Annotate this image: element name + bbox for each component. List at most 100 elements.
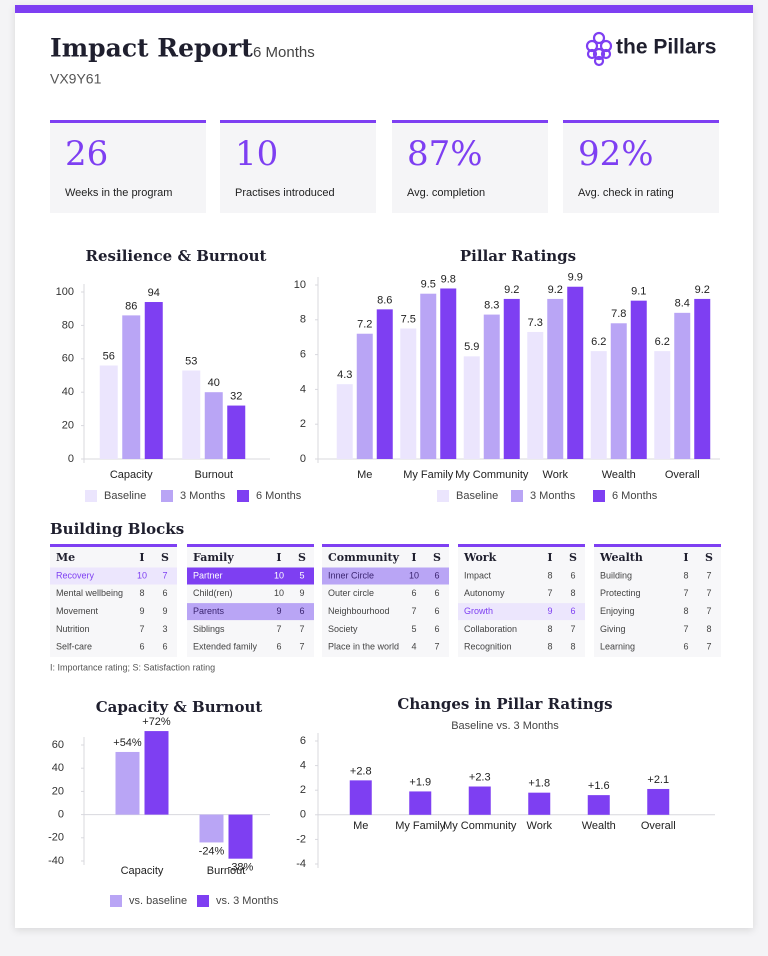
legend-label: Baseline	[104, 490, 146, 502]
table-cell: 7	[706, 570, 711, 580]
y-tick-label: 2	[300, 418, 306, 430]
bar	[376, 309, 393, 459]
x-tick-label: Me	[357, 469, 372, 481]
table-cell: Impact	[464, 570, 492, 580]
bar	[420, 293, 437, 459]
table-cell: 7	[434, 642, 439, 652]
data-label: 56	[103, 350, 115, 362]
bar	[409, 791, 432, 815]
y-tick-label: -2	[296, 833, 306, 845]
y-tick-label: 10	[294, 279, 306, 291]
legend-swatch	[197, 895, 209, 907]
table-cell: Society	[328, 624, 358, 634]
report-title: Impact Report	[50, 34, 253, 63]
table-cell: 6	[276, 642, 281, 652]
legend-label: vs. baseline	[129, 895, 187, 907]
bar	[400, 328, 417, 459]
table-cell: Inner Circle	[328, 570, 374, 580]
chart-title: Resilience & Burnout	[86, 247, 267, 265]
table-cell: 6	[434, 624, 439, 634]
table-header: I	[547, 551, 552, 564]
table-cell: 8	[706, 624, 711, 634]
y-tick-label: 60	[52, 739, 64, 751]
table-cell: 9	[276, 606, 281, 616]
x-tick-label: Me	[353, 820, 368, 832]
data-label: 6.2	[655, 336, 670, 348]
bar	[647, 788, 670, 815]
bar	[590, 351, 607, 459]
data-label: 9.8	[441, 273, 456, 285]
table-cell: 6	[162, 642, 167, 652]
logo-text: the Pillars	[616, 36, 716, 59]
table-cell: 7	[139, 624, 144, 634]
report-period: 6 Months	[253, 44, 315, 61]
table-bg	[594, 547, 721, 657]
table-cell: 7	[706, 588, 711, 598]
data-label: 9.2	[695, 284, 710, 296]
row-highlight	[322, 567, 449, 585]
data-label: 4.3	[337, 369, 352, 381]
table-cell: Collaboration	[464, 624, 517, 634]
legend-label: Baseline	[456, 490, 498, 502]
y-tick-label: 80	[62, 319, 74, 331]
table-accent	[458, 544, 585, 547]
table-cell: 3	[162, 624, 167, 634]
table-cell: 6	[683, 642, 688, 652]
y-tick-label: 4	[300, 760, 306, 772]
table-cell: 6	[299, 606, 304, 616]
y-tick-label: 40	[62, 386, 74, 398]
y-tick-label: 6	[300, 735, 306, 747]
y-tick-label: 20	[52, 785, 64, 797]
x-tick-label: Burnout	[194, 469, 233, 481]
table-cell: 5	[299, 570, 304, 580]
y-tick-label: 20	[62, 420, 74, 432]
table-header: S	[569, 551, 577, 564]
x-tick-label: Wealth	[582, 820, 616, 832]
table-cell: 9	[139, 606, 144, 616]
x-tick-label: Work	[543, 469, 569, 481]
table-cell: 6	[434, 570, 439, 580]
bar	[547, 298, 564, 459]
y-tick-label: 100	[56, 286, 74, 298]
table-cell: 7	[706, 606, 711, 616]
table-cell: 8	[547, 624, 552, 634]
table-cell: 7	[706, 642, 711, 652]
bar	[115, 751, 140, 815]
table-cell: Learning	[600, 642, 635, 652]
data-label: +1.9	[409, 776, 431, 788]
data-label: 86	[125, 300, 137, 312]
table-accent	[187, 544, 314, 547]
data-label: 7.8	[611, 308, 626, 320]
legend-swatch	[511, 490, 523, 502]
table-cell: 7	[276, 624, 281, 634]
table-accent	[322, 544, 449, 547]
data-label: +1.6	[588, 780, 610, 792]
table-cell: Protecting	[600, 588, 641, 598]
bar	[528, 792, 551, 815]
legend-label: 3 Months	[180, 490, 226, 502]
table-header: Me	[56, 551, 75, 564]
row-highlight	[50, 567, 177, 585]
data-label: 5.9	[464, 341, 479, 353]
y-tick-label: 4	[300, 383, 306, 395]
legend-label: 6 Months	[612, 490, 658, 502]
data-label: +54%	[113, 737, 142, 749]
kpi-label: Practises introduced	[235, 187, 335, 199]
bar	[122, 315, 141, 459]
data-label: 94	[148, 287, 160, 299]
data-label: +2.8	[350, 765, 372, 777]
data-label: 6.2	[591, 336, 606, 348]
table-cell: 8	[570, 588, 575, 598]
bar	[463, 356, 480, 459]
y-tick-label: 60	[62, 353, 74, 365]
x-tick-label: Burnout	[207, 865, 246, 877]
y-tick-label: 0	[300, 809, 306, 821]
table-cell: 7	[299, 642, 304, 652]
y-tick-label: 0	[68, 453, 74, 465]
top-bar	[15, 5, 753, 13]
table-cell: 8	[547, 570, 552, 580]
bar	[440, 288, 457, 459]
legend-swatch	[593, 490, 605, 502]
table-cell: 8	[547, 642, 552, 652]
kpi-card	[50, 121, 206, 213]
